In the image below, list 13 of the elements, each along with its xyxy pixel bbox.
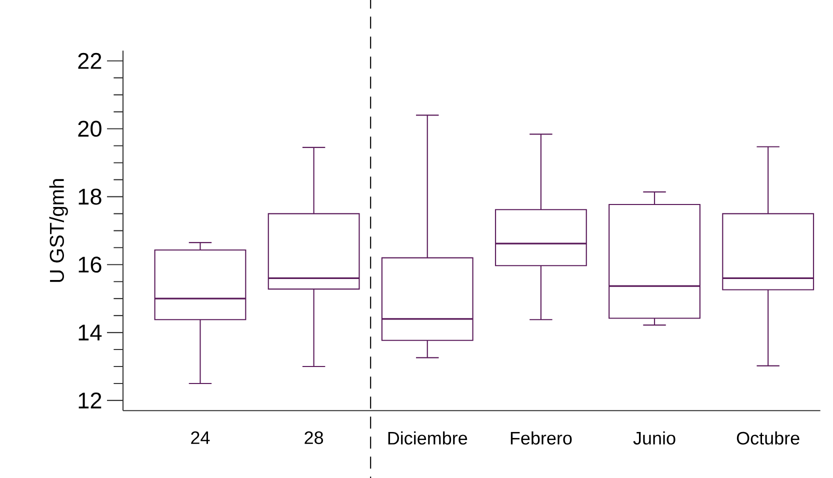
y-tick-label: 14	[78, 324, 102, 340]
x-tick-label: Junio	[633, 431, 676, 445]
y-tick-label: 22	[78, 52, 102, 69]
x-tick-label: Febrero	[510, 431, 572, 445]
x-tick-label: Diciembre	[388, 431, 468, 445]
y-tick-label: 12	[78, 392, 102, 408]
x-tick-label: 24	[191, 431, 210, 444]
y-tick-label: 16	[78, 256, 102, 273]
x-tick-label: Octubre	[736, 431, 800, 445]
y-axis-title: U GST/gmh	[49, 179, 68, 282]
x-tick-label: 28	[304, 431, 324, 444]
y-tick-label: 18	[78, 188, 102, 205]
y-tick-label: 20	[78, 120, 102, 137]
